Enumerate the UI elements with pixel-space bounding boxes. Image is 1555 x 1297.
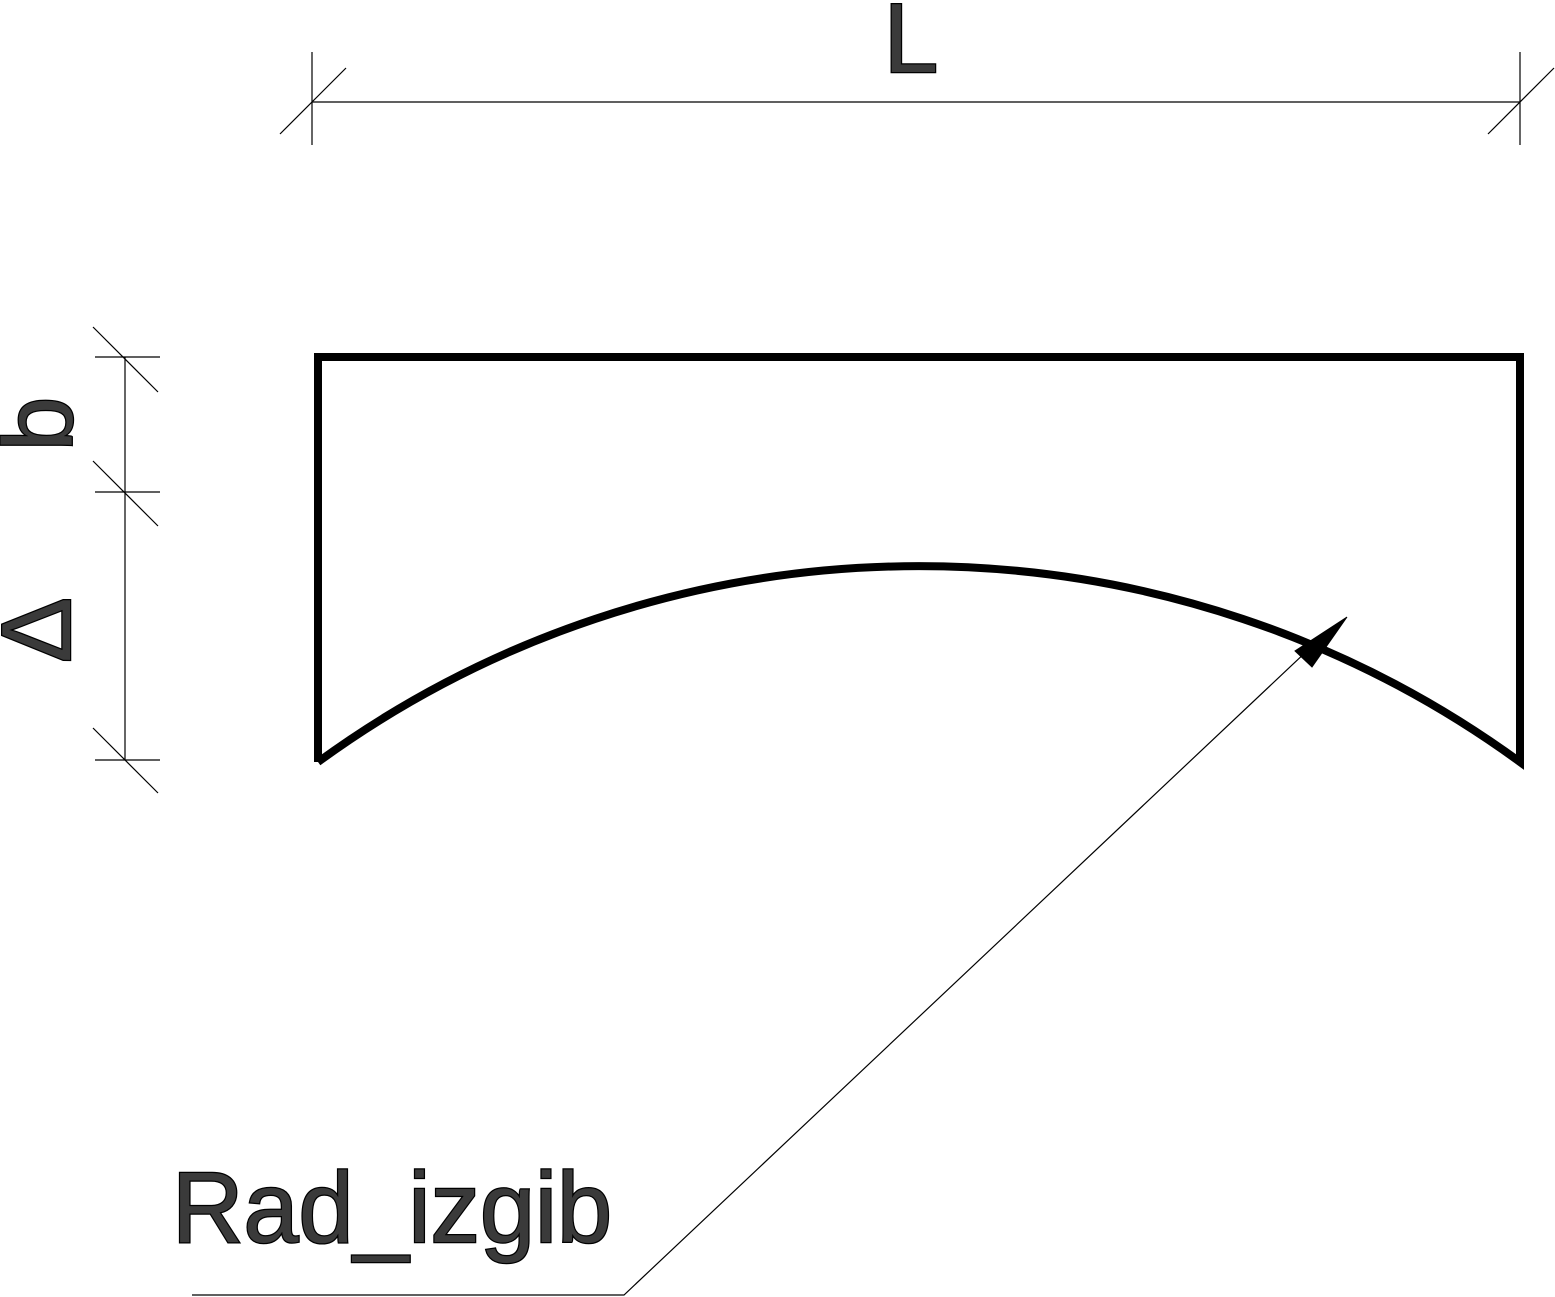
height-label: b <box>0 397 93 452</box>
vertical-tick-middle <box>92 460 159 527</box>
bent-plate-outline <box>314 353 1524 770</box>
leader-arrowhead <box>1294 616 1348 668</box>
deflection-label: Δ <box>0 597 91 662</box>
length-dimension: L <box>279 0 1555 145</box>
vertical-tick-top <box>92 326 159 393</box>
leader-line <box>192 632 1327 1296</box>
radius-label: Rad_izgib <box>172 1152 612 1264</box>
radius-leader: Rad_izgib <box>171 616 1348 1296</box>
vertical-tick-bottom <box>92 727 159 794</box>
length-tick-left <box>279 67 347 135</box>
length-label: L <box>884 0 939 93</box>
vertical-dimensions: b Δ <box>0 326 160 794</box>
length-tick-right <box>1487 67 1555 135</box>
